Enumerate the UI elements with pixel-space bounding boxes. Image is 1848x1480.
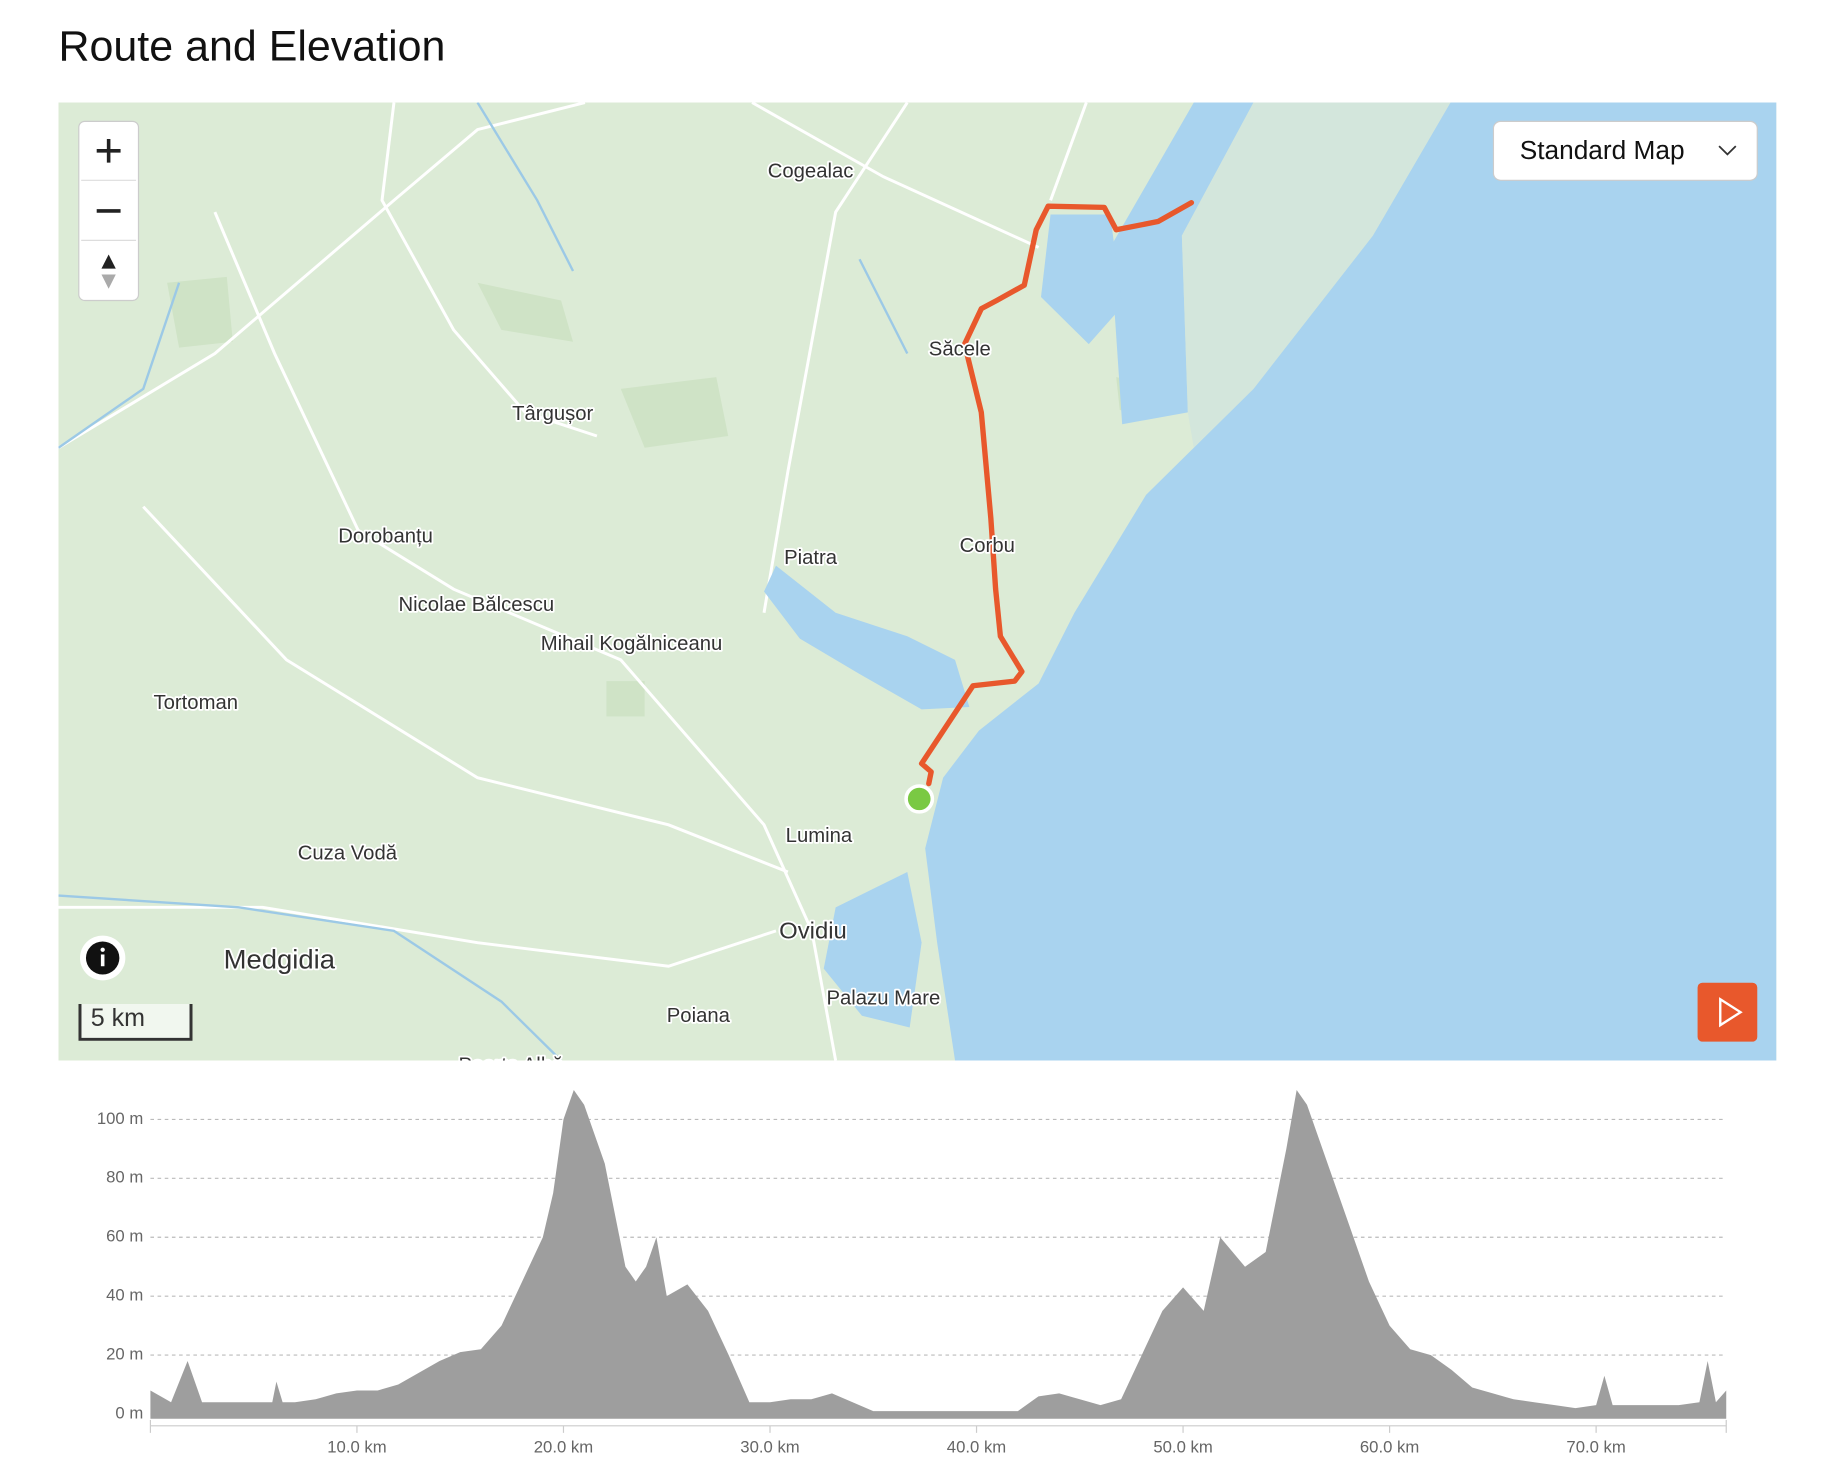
y-tick-label: 60 m [106,1227,143,1246]
scale-label: 5 km [91,1004,145,1032]
place-label: Piatra [784,547,838,569]
place-label: Tortoman [153,692,238,714]
y-tick-label: 80 m [106,1168,143,1187]
start-marker [904,784,935,814]
place-label: Târgușor [512,403,593,425]
info-stem [100,954,105,967]
selector-label: Standard Map [1520,135,1685,165]
x-tick-label: 60.0 km [1360,1438,1419,1457]
place-labels: Cogealac Săcele Târgușor Dorobanțu Piatra Cor… [152,159,1017,1077]
rivers [58,102,909,1061]
page-title: Route and Elevation [58,23,445,71]
zoom-controls [78,120,140,302]
place-label: Poarta Albă [458,1055,564,1077]
compass[interactable] [101,254,116,269]
y-tick-label: 40 m [106,1286,143,1305]
y-tick-label: 100 m [97,1109,143,1128]
place-label: Lumina [786,825,853,847]
place-label: Poiana [667,1005,731,1027]
zoom-in[interactable] [96,139,121,163]
x-tick-label: 30.0 km [740,1438,799,1457]
place-label: Corbu [960,535,1015,557]
play-button[interactable] [1697,982,1758,1042]
x-tick-label: 50.0 km [1153,1438,1212,1457]
play-box [1697,982,1758,1042]
map-style-selector[interactable]: Standard Map [1492,120,1758,181]
selector-box [1492,120,1758,181]
info-button[interactable] [79,935,126,981]
x-tick-label: 10.0 km [327,1438,386,1457]
place-label: Săcele [929,338,991,360]
play-icon [1719,997,1743,1028]
place-label: Cogealac [768,160,854,182]
place-label: Palazu Mare [826,988,940,1010]
y-tick-label: 0 m [115,1403,143,1422]
place-label: Nicolae Bălcescu [399,594,555,616]
scale-line [78,1003,193,1041]
chevron [1718,145,1737,156]
map[interactable]: Cogealac Săcele Târgușor Dorobanțu Piatra Cor… [58,102,1777,1077]
roads [58,102,1088,1061]
route [918,200,1195,787]
y-tick-label: 20 m [106,1345,143,1364]
place-label: Ovidiu [779,918,847,944]
compass-south [101,274,116,289]
sea [925,102,1777,1061]
info-dot [100,947,105,952]
elevation-chart: 0 m 20 m 40 m 60 m 80 m 100 m 10.0 km 20.0 km 30… [97,1089,1727,1457]
place-label: Medgidia [224,944,336,975]
x-tick-label: 20.0 km [534,1438,593,1457]
lakes [764,102,1254,1028]
place-label: Mihail Kogălniceanu [541,633,723,655]
place-label: Dorobanțu [338,526,433,548]
delta [1181,102,1451,448]
place-label: Cuza Vodă [298,843,398,865]
elevation-area [150,1089,1727,1419]
x-tick-label: 40.0 km [947,1438,1006,1457]
scale-bar: 5 km [78,1003,193,1041]
x-tick-label: 70.0 km [1566,1438,1625,1457]
